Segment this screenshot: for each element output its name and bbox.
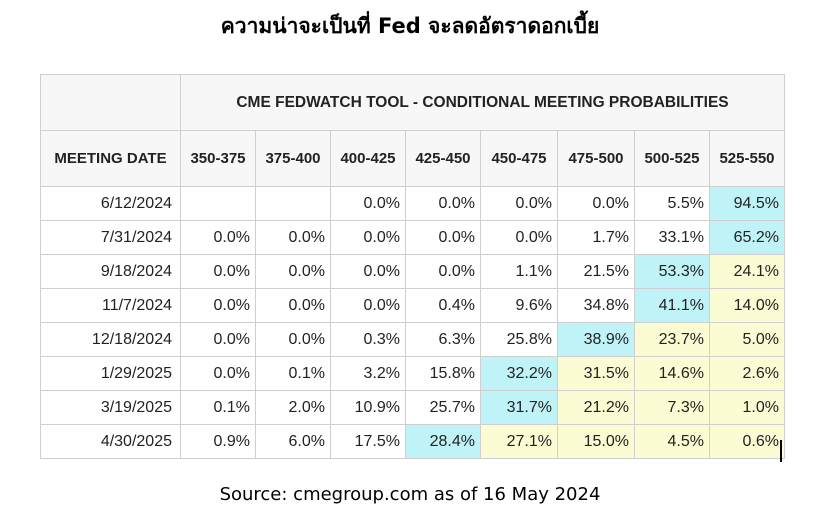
probability-cell: 1.7% <box>557 220 635 255</box>
table-row: 4/30/2025 0.9% 6.0% 17.5% 28.4% 27.1% 15.0% 4.5… <box>40 424 785 459</box>
probability-cell: 0.0% <box>180 220 256 255</box>
rate-column-header: 375-400 <box>255 130 331 187</box>
probability-cell: 0.4% <box>405 288 481 323</box>
probability-cell: 0.0% <box>255 288 331 323</box>
probability-cell: 0.0% <box>255 254 331 289</box>
probability-cell: 0.0% <box>330 186 406 221</box>
tool-title: CME FEDWATCH TOOL - CONDITIONAL MEETING … <box>180 74 785 131</box>
edge-mark <box>780 440 782 462</box>
probability-cell: 5.5% <box>634 186 710 221</box>
probability-cell: 33.1% <box>634 220 710 255</box>
probability-cell: 7.3% <box>634 390 710 425</box>
table-row: 3/19/2025 0.1% 2.0% 10.9% 25.7% 31.7% 21.2% 7.3… <box>40 390 785 425</box>
meeting-date-cell: 3/19/2025 <box>40 390 181 425</box>
probability-cell: 14.0% <box>709 288 785 323</box>
rate-column-header: 475-500 <box>557 130 635 187</box>
probability-cell: 2.0% <box>255 390 331 425</box>
meeting-date-cell: 6/12/2024 <box>40 186 181 221</box>
probability-cell: 0.0% <box>180 356 256 391</box>
meeting-date-cell: 9/18/2024 <box>40 254 181 289</box>
probability-cell: 31.7% <box>480 390 558 425</box>
probability-cell: 23.7% <box>634 322 710 357</box>
probability-cell: 0.0% <box>180 288 256 323</box>
probability-cell: 15.0% <box>557 424 635 459</box>
table-row: 6/12/2024 0.0% 0.0% 0.0% 0.0% 5.5% 94.5% <box>40 186 785 221</box>
probability-cell: 41.1% <box>634 288 710 323</box>
table-body: 6/12/2024 0.0% 0.0% 0.0% 0.0% 5.5% 94.5% 7/31/2… <box>40 186 785 459</box>
probability-cell <box>255 186 331 221</box>
probability-cell: 0.0% <box>330 254 406 289</box>
meeting-date-cell: 12/18/2024 <box>40 322 181 357</box>
table-row: 9/18/2024 0.0% 0.0% 0.0% 0.0% 1.1% 21.5% 53.3% 2… <box>40 254 785 289</box>
table-row: 7/31/2024 0.0% 0.0% 0.0% 0.0% 0.0% 1.7% 33.1% 65… <box>40 220 785 255</box>
probability-cell: 38.9% <box>557 322 635 357</box>
page-title: ความน่าจะเป็นที่ Fed จะลดอัตราดอกเบี้ย <box>220 14 600 38</box>
probability-cell: 25.8% <box>480 322 558 357</box>
probability-cell: 6.3% <box>405 322 481 357</box>
probability-cell: 1.1% <box>480 254 558 289</box>
probability-cell: 32.2% <box>480 356 558 391</box>
probability-cell: 1.0% <box>709 390 785 425</box>
source-caption: Source: cmegroup.com as of 16 May 2024 <box>219 484 601 505</box>
probability-cell: 0.0% <box>480 186 558 221</box>
probability-cell: 3.2% <box>330 356 406 391</box>
probability-cell: 0.0% <box>405 186 481 221</box>
probability-cell: 27.1% <box>480 424 558 459</box>
probability-cell: 4.5% <box>634 424 710 459</box>
probability-cell: 9.6% <box>480 288 558 323</box>
probability-cell: 34.8% <box>557 288 635 323</box>
rate-column-header: 425-450 <box>405 130 481 187</box>
probability-cell: 0.0% <box>180 322 256 357</box>
probability-cell: 53.3% <box>634 254 710 289</box>
rate-column-header: 500-525 <box>634 130 710 187</box>
table-row: 11/7/2024 0.0% 0.0% 0.0% 0.4% 9.6% 34.8% 41.1% 1… <box>40 288 785 323</box>
probability-cell: 10.9% <box>330 390 406 425</box>
corner-cell <box>40 74 181 131</box>
probability-cell: 5.0% <box>709 322 785 357</box>
rate-column-header: 350-375 <box>180 130 256 187</box>
probability-cell: 2.6% <box>709 356 785 391</box>
probability-cell: 0.0% <box>255 220 331 255</box>
probability-cell: 94.5% <box>709 186 785 221</box>
probability-cell: 15.8% <box>405 356 481 391</box>
probability-cell: 21.5% <box>557 254 635 289</box>
table-row: 1/29/2025 0.0% 0.1% 3.2% 15.8% 32.2% 31.5% 14.6… <box>40 356 785 391</box>
date-column-header: MEETING DATE <box>40 130 181 187</box>
probability-cell <box>180 186 256 221</box>
meeting-date-cell: 7/31/2024 <box>40 220 181 255</box>
probability-cell: 28.4% <box>405 424 481 459</box>
probability-cell: 0.0% <box>480 220 558 255</box>
probability-cell: 25.7% <box>405 390 481 425</box>
probability-cell: 65.2% <box>709 220 785 255</box>
probability-cell: 0.3% <box>330 322 406 357</box>
rate-column-header: 525-550 <box>709 130 785 187</box>
probability-cell: 31.5% <box>557 356 635 391</box>
table-title-row: CME FEDWATCH TOOL - CONDITIONAL MEETING … <box>40 74 785 131</box>
probability-cell: 0.0% <box>405 254 481 289</box>
probability-cell: 0.0% <box>330 220 406 255</box>
column-header-row: MEETING DATE 350-375 375-400 400-425 425-45… <box>40 130 785 187</box>
probability-cell: 24.1% <box>709 254 785 289</box>
probability-cell: 0.0% <box>255 322 331 357</box>
probability-cell: 0.0% <box>180 254 256 289</box>
probability-cell: 0.9% <box>180 424 256 459</box>
meeting-date-cell: 1/29/2025 <box>40 356 181 391</box>
probability-cell: 0.0% <box>557 186 635 221</box>
probability-cell: 21.2% <box>557 390 635 425</box>
rate-column-header: 400-425 <box>330 130 406 187</box>
probability-cell: 0.1% <box>180 390 256 425</box>
probability-cell: 14.6% <box>634 356 710 391</box>
meeting-date-cell: 11/7/2024 <box>40 288 181 323</box>
probability-table: CME FEDWATCH TOOL - CONDITIONAL MEETING … <box>40 74 785 459</box>
probability-cell: 0.1% <box>255 356 331 391</box>
probability-cell: 0.0% <box>405 220 481 255</box>
probability-cell: 0.0% <box>330 288 406 323</box>
meeting-date-cell: 4/30/2025 <box>40 424 181 459</box>
probability-cell: 0.6% <box>709 424 785 459</box>
rate-column-header: 450-475 <box>480 130 558 187</box>
table-row: 12/18/2024 0.0% 0.0% 0.3% 6.3% 25.8% 38.9% 23.7… <box>40 322 785 357</box>
probability-cell: 17.5% <box>330 424 406 459</box>
probability-cell: 6.0% <box>255 424 331 459</box>
